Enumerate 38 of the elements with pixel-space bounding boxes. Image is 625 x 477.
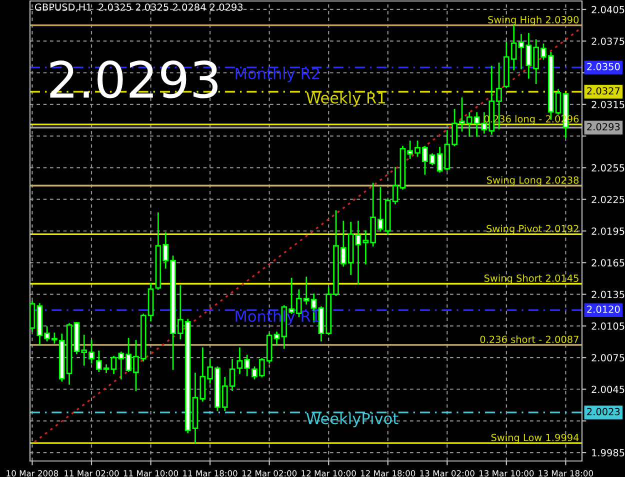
x-tick-label: 13 Mar 18:00 xyxy=(538,470,593,476)
annotation: 2.0293 xyxy=(50,60,218,98)
ref-line-label: Swing Low 1.9994 xyxy=(491,434,579,444)
y-tick-label: 2.0105 xyxy=(592,322,624,330)
ref-line-label: WeeklyPivot xyxy=(306,412,398,428)
x-tick-label: 11 Mar 10:00 xyxy=(124,470,178,476)
annotation: 2.0120 xyxy=(587,306,620,313)
ref-line-label: Swing Short 2.0145 xyxy=(484,274,578,284)
y-tick-label: 2.0135 xyxy=(592,290,624,298)
y-tick-label: 2.0195 xyxy=(592,227,624,235)
x-tick-label: 12 Mar 02:00 xyxy=(242,470,297,476)
annotation: 2.0023 xyxy=(587,408,620,416)
y-tick-label: 2.0045 xyxy=(592,386,624,394)
x-tick-label: 10 Mar 2008 xyxy=(6,470,58,476)
ref-line-label: Swing Long 2.0238 xyxy=(486,176,579,186)
x-tick-label: 12 Mar 10:00 xyxy=(302,470,356,476)
ref-line-label: Monthly R2 xyxy=(236,67,320,82)
ref-line-label: 0.236 short - 2.0087 xyxy=(480,336,578,344)
x-tick-label: 13 Mar 10:00 xyxy=(480,470,534,476)
y-tick-label: 2.0225 xyxy=(592,196,624,204)
y-tick-label: 2.0375 xyxy=(592,38,624,45)
y-tick-label: 2.0165 xyxy=(592,259,624,266)
x-tick-label: 12 Mar 18:00 xyxy=(360,470,416,476)
x-tick-label: 11 Mar 02:00 xyxy=(64,470,119,476)
ref-line-label: Swing Pivot 2.0192 xyxy=(486,224,578,234)
chart-title: GBPUSD,H1 2.0325 2.0325 2.0284 2.0293 xyxy=(34,3,243,12)
ref-line-label: Swing High 2.0390 xyxy=(488,16,579,26)
y-tick-label: 1.9985 xyxy=(592,449,624,456)
x-tick-label: 13 Mar 02:00 xyxy=(420,470,474,476)
ref-line-label: Weekly R1 xyxy=(306,92,385,107)
y-tick-label: 2.0405 xyxy=(592,6,624,14)
annotation: 2.0327 xyxy=(587,87,620,95)
y-tick-label: 2.0075 xyxy=(592,354,624,362)
annotation: 2.0293 xyxy=(587,123,620,130)
y-tick-label: 2.0315 xyxy=(592,100,624,108)
x-tick-label: 11 Mar 18:00 xyxy=(183,470,238,476)
annotation: 2.0350 xyxy=(587,62,620,70)
y-tick-label: 2.0255 xyxy=(592,164,624,172)
